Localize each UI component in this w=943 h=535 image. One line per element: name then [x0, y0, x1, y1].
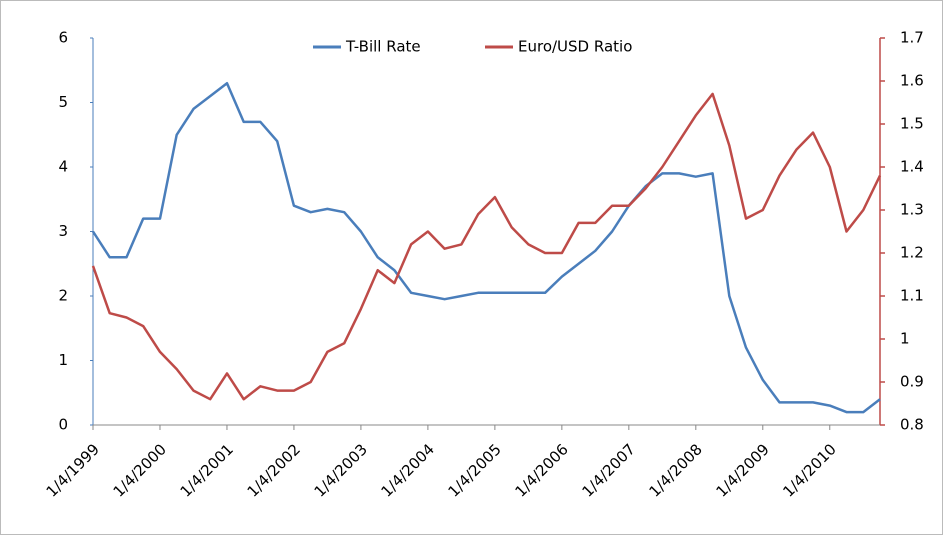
y2-tick-label: 1 — [900, 330, 910, 348]
y-tick-label: 4 — [58, 158, 68, 176]
y2-tick-label: 1.3 — [900, 201, 924, 219]
y-tick-label: 5 — [58, 93, 68, 111]
y2-tick-label: 1.5 — [900, 115, 924, 133]
legend-label: T-Bill Rate — [345, 38, 421, 56]
y-tick-label: 3 — [58, 222, 68, 240]
y2-tick-label: 1.2 — [900, 244, 924, 262]
y-tick-label: 1 — [58, 351, 68, 369]
series-line — [91, 81, 881, 414]
y-tick-label: 0 — [58, 416, 68, 434]
y-tick-label: 2 — [58, 287, 68, 305]
legend-label: Euro/USD Ratio — [518, 38, 632, 56]
y2-tick-label: 1.4 — [900, 158, 924, 176]
y2-tick-label: 1.6 — [900, 72, 924, 90]
y2-tick-label: 0.9 — [900, 373, 924, 391]
y2-tick-label: 1.1 — [900, 287, 924, 305]
y2-tick-label: 1.7 — [900, 29, 924, 47]
y-tick-label: 6 — [58, 29, 68, 47]
series-line — [91, 92, 882, 401]
y2-tick-label: 0.8 — [900, 416, 924, 434]
